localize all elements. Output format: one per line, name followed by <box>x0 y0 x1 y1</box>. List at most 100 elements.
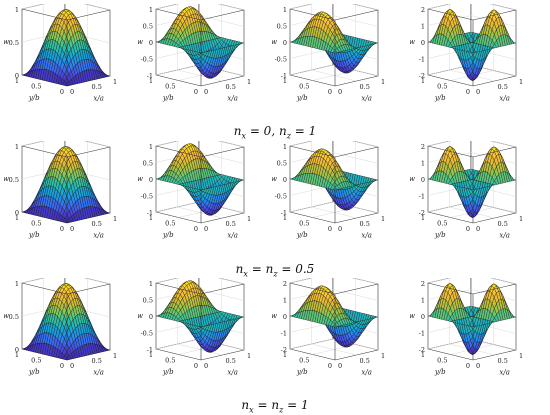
y-tick-label: 0 <box>328 88 332 96</box>
z-tick-label: 0 <box>149 313 153 321</box>
floor-gridline <box>177 206 223 219</box>
z-tick-label: 0 <box>283 176 287 184</box>
z-tick-label: 1 <box>15 280 19 288</box>
y-axis-label: y/b <box>296 231 308 239</box>
z-tick-label: 0 <box>283 39 287 47</box>
y-tick-label: 1 <box>149 214 153 222</box>
x-tick-label: 0.5 <box>498 83 508 91</box>
z-axis-label: w <box>272 312 277 320</box>
y-tick-label: 0.5 <box>299 220 309 228</box>
surface-mesh <box>21 146 111 224</box>
x-tick-label: 0 <box>338 225 342 233</box>
z-tick-label: 0 <box>15 72 19 80</box>
y-tick-label: 1 <box>149 77 153 85</box>
z-tick-label: 0 <box>149 176 153 184</box>
x-tick-label: 0.5 <box>226 83 236 91</box>
y-axis-label: y/b <box>162 94 174 102</box>
y-tick-label: 0 <box>466 225 470 233</box>
z-tick-label: 1 <box>421 160 425 168</box>
z-tick-label: 1 <box>15 6 19 14</box>
x-tick-label: 0.5 <box>92 220 102 228</box>
x-tick-label: 0.5 <box>226 357 236 365</box>
surface-mesh <box>289 148 379 211</box>
z-gridline <box>427 4 517 11</box>
x-tick-label: 0 <box>476 88 480 96</box>
surface-mesh <box>21 283 111 361</box>
x-tick-label: 0.5 <box>360 357 370 365</box>
z-axis-label: w <box>4 175 9 183</box>
x-tick-label: 1 <box>247 78 251 86</box>
box-edge <box>21 282 111 295</box>
z-tick-label: 0.5 <box>9 176 19 184</box>
y-axis-label: y/b <box>296 94 308 102</box>
row-caption-2: nx = nz = 0.5 <box>235 262 315 279</box>
z-gridline <box>155 141 245 148</box>
z-gridline <box>289 141 379 148</box>
row-caption-3: nx = nz = 1 <box>241 398 309 415</box>
z-tick-label: -1 <box>281 72 287 80</box>
y-tick-label: 0 <box>194 88 198 96</box>
x-tick-label: 1 <box>381 215 385 223</box>
z-tick-label: -0.5 <box>274 56 287 64</box>
y-tick-label: 1 <box>15 77 19 85</box>
x-axis-label: x/a <box>361 232 371 240</box>
z-tick-label: 1 <box>149 6 153 14</box>
z-tick-label: 0 <box>15 346 19 354</box>
x-tick-label: 0 <box>476 225 480 233</box>
y-tick-label: 0.5 <box>437 83 447 91</box>
y-tick-label: 1 <box>149 351 153 359</box>
y-tick-label: 1 <box>283 351 287 359</box>
x-axis-label: x/a <box>227 232 237 240</box>
z-tick-label: 0 <box>15 209 19 217</box>
surface-mesh <box>21 9 111 87</box>
box-edge <box>21 145 111 158</box>
surface-mesh <box>427 9 517 82</box>
x-tick-label: 1 <box>247 215 251 223</box>
z-gridline <box>289 289 379 301</box>
box-edge <box>155 145 245 158</box>
surface-mesh <box>155 143 245 216</box>
surface-mesh <box>155 6 245 79</box>
y-axis-label: y/b <box>28 368 40 376</box>
floor-gridline <box>177 343 223 356</box>
x-tick-label: 0 <box>204 225 208 233</box>
z-tick-label: -1 <box>281 209 287 217</box>
z-tick-label: -0.5 <box>140 330 153 338</box>
z-tick-label: -1 <box>147 72 153 80</box>
y-tick-label: 0 <box>328 225 332 233</box>
z-gridline <box>21 141 111 148</box>
z-axis-label: w <box>272 38 277 46</box>
box-edge <box>427 145 517 158</box>
z-tick-label: -1 <box>147 209 153 217</box>
y-tick-label: 1 <box>283 214 287 222</box>
y-axis-label: y/b <box>434 94 446 102</box>
y-axis-label: y/b <box>434 231 446 239</box>
x-axis-label: x/a <box>93 95 103 103</box>
y-tick-label: 0.5 <box>165 220 175 228</box>
z-tick-label: -2 <box>419 72 425 80</box>
y-axis-label: y/b <box>28 94 40 102</box>
box-edge <box>289 282 379 295</box>
z-tick-label: 0.5 <box>143 297 153 305</box>
floor-gridline <box>311 343 357 356</box>
z-tick-label: -0.5 <box>140 193 153 201</box>
y-tick-label: 0.5 <box>165 357 175 365</box>
x-tick-label: 0 <box>70 362 74 370</box>
x-tick-label: 1 <box>381 78 385 86</box>
z-gridline <box>427 141 517 148</box>
x-tick-label: 0.5 <box>92 357 102 365</box>
z-gridline <box>155 278 245 285</box>
y-tick-label: 0.5 <box>31 357 41 365</box>
z-tick-label: -1 <box>147 346 153 354</box>
z-tick-label: 2 <box>421 143 425 151</box>
floor-gridline <box>177 69 223 82</box>
box-edge <box>155 282 245 295</box>
z-tick-label: -0.5 <box>140 56 153 64</box>
z-gridline <box>289 278 379 285</box>
